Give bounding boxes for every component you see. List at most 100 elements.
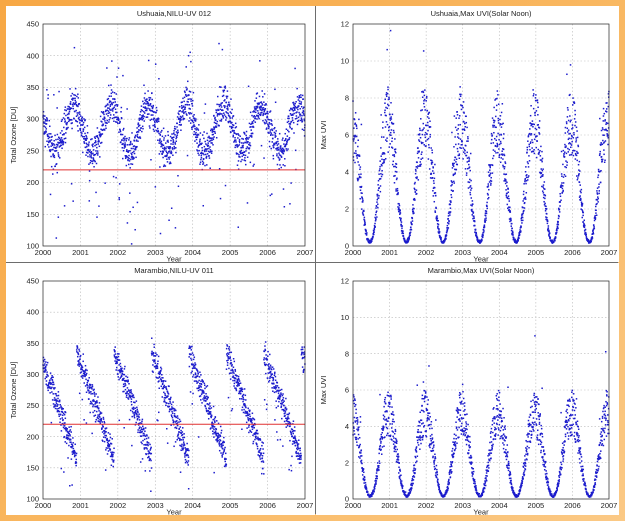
data-point: [215, 125, 217, 127]
data-point: [397, 193, 399, 196]
data-point: [166, 428, 168, 430]
data-point: [191, 128, 193, 130]
data-point: [278, 159, 281, 161]
data-point: [59, 418, 62, 420]
data-point: [52, 154, 54, 156]
data-point: [557, 222, 559, 224]
data-point: [65, 436, 68, 438]
data-point: [71, 92, 74, 95]
data-point: [107, 444, 109, 447]
data-point: [274, 371, 276, 374]
data-point: [298, 100, 301, 102]
data-point: [262, 452, 265, 455]
data-point: [231, 365, 233, 367]
data-point: [97, 143, 99, 145]
data-point: [210, 415, 212, 418]
data-point: [141, 420, 143, 423]
data-point: [576, 159, 578, 162]
data-point: [301, 118, 303, 121]
data-point: [71, 484, 73, 486]
data-point: [473, 217, 475, 219]
data-point: [468, 167, 470, 169]
data-point: [596, 192, 598, 194]
data-point: [276, 153, 278, 155]
data-point: [49, 386, 51, 388]
data-point: [274, 386, 276, 389]
data-point: [172, 421, 175, 424]
data-point: [403, 237, 406, 240]
data-point: [239, 156, 241, 158]
data-point: [222, 115, 224, 118]
data-point: [524, 198, 527, 200]
data-point: [209, 402, 211, 404]
data-point: [49, 139, 51, 142]
data-point: [251, 114, 253, 117]
data-point: [116, 353, 119, 355]
data-point: [114, 116, 117, 119]
data-point: [520, 225, 522, 227]
data-point: [81, 375, 83, 377]
x-axis-label: Year: [473, 255, 489, 263]
data-point: [234, 122, 237, 125]
data-point: [557, 214, 560, 217]
data-point: [223, 448, 226, 451]
data-point: [463, 128, 465, 130]
data-point: [98, 131, 101, 133]
data-point: [158, 132, 160, 135]
data-point: [179, 471, 182, 473]
data-point: [84, 369, 87, 372]
data-point: [66, 429, 68, 432]
data-point: [237, 145, 239, 147]
data-point: [172, 419, 174, 421]
data-point: [85, 134, 87, 137]
data-point: [233, 377, 236, 379]
data-point: [178, 110, 180, 112]
data-point: [58, 413, 60, 416]
data-point: [502, 122, 504, 125]
data-point: [542, 196, 545, 199]
data-point: [178, 431, 181, 433]
data-point: [484, 215, 487, 217]
data-point: [100, 417, 103, 420]
data-point: [121, 139, 123, 141]
data-point: [450, 185, 452, 187]
data-point: [244, 404, 246, 406]
data-point: [272, 379, 274, 382]
data-point: [155, 352, 157, 354]
data-point: [143, 432, 145, 435]
data-point: [92, 157, 95, 159]
data-point: [288, 109, 291, 112]
data-point: [69, 434, 71, 436]
data-point: [505, 173, 508, 175]
data-point: [482, 228, 485, 231]
data-point: [358, 155, 361, 157]
data-point: [167, 395, 169, 397]
data-point: [151, 107, 154, 110]
data-point: [421, 129, 423, 132]
data-point: [382, 151, 384, 154]
data-point: [164, 392, 166, 395]
data-point: [112, 101, 115, 104]
data-point: [261, 107, 264, 109]
data-point: [112, 98, 114, 100]
data-point: [66, 121, 68, 124]
data-point: [188, 107, 190, 110]
data-point: [75, 109, 77, 112]
data-point: [161, 382, 164, 385]
data-point: [95, 162, 98, 165]
data-point: [200, 380, 202, 383]
data-point: [437, 231, 440, 233]
data-point: [365, 230, 367, 232]
data-point: [559, 192, 561, 195]
data-point: [131, 132, 133, 134]
data-point: [561, 175, 563, 177]
data-point: [216, 115, 219, 117]
data-point: [195, 118, 197, 120]
data-point: [59, 145, 61, 148]
data-point: [256, 92, 259, 94]
data-point: [607, 135, 609, 137]
data-point: [205, 399, 207, 402]
data-point: [142, 127, 144, 130]
data-point: [502, 137, 505, 140]
data-point: [518, 237, 520, 239]
